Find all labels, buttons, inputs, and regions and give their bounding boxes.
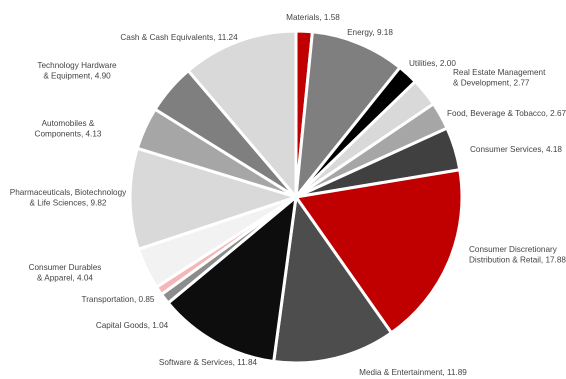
slice-label-food-beverage-and-tobacco: Food, Beverage & Tobacco, 2.67 — [447, 109, 566, 118]
slice-label-consumer-discretionary-distribution-and-retail: Consumer Discretionary Distribution & Ret… — [469, 245, 566, 265]
slice-label-cash-and-cash-equivalents: Cash & Cash Equivalents, 11.24 — [120, 33, 238, 42]
pie-slice-media-and-entertainment — [272, 195, 393, 365]
slice-labels: Materials, 1.58 Energy, 9.18 Utilities, 2.… — [10, 13, 566, 377]
slice-label-utilities: Utilities, 2.00 — [409, 59, 456, 68]
pie-slice-pharmaceuticals-biotechnology-and-life-sciences — [128, 146, 298, 251]
slice-label-real-estate-management-and-development: Real Estate Management & Development, 2.7… — [453, 68, 546, 88]
slice-label-energy: Energy, 9.18 — [347, 28, 393, 37]
slice-label-consumer-services: Consumer Services, 4.18 — [470, 145, 562, 154]
slice-label-media-and-entertainment: Media & Entertainment, 11.89 — [359, 368, 467, 377]
slice-label-capital-goods: Capital Goods, 1.04 — [96, 321, 169, 330]
slice-label-pharmaceuticals-biotechnology-and-life-sciences: Pharmaceuticals, Biotechnology & Life Sci… — [10, 188, 127, 208]
pie-slice-cash-and-cash-equivalents — [186, 29, 298, 199]
slice-label-automobiles-and-components: Automobiles & Components, 4.13 — [35, 119, 102, 139]
pie-slices — [128, 29, 464, 365]
slice-label-consumer-durables-and-apparel: Consumer Durables & Apparel, 4.04 — [29, 263, 102, 283]
pie-slice-software-and-services — [166, 195, 298, 363]
slice-label-software-and-services: Software & Services, 11.84 — [159, 358, 258, 367]
pie-slice-consumer-discretionary-distribution-and-retail — [294, 168, 464, 335]
slice-label-technology-hardware-and-equipment: Technology Hardware & Equipment, 4.90 — [37, 61, 117, 81]
slice-label-transportation: Transportation, 0.85 — [82, 295, 155, 304]
pie-slice-energy — [294, 30, 402, 199]
slice-label-materials: Materials, 1.58 — [286, 13, 340, 22]
